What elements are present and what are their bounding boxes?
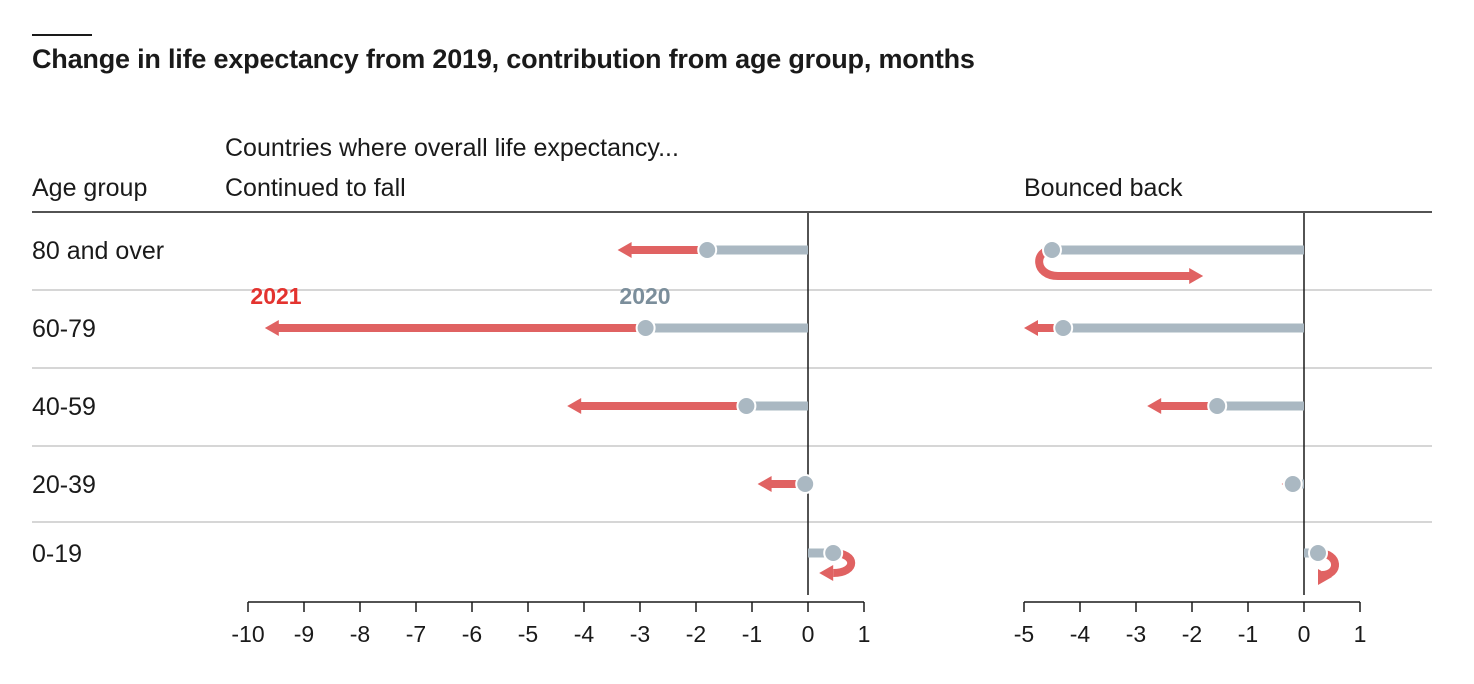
dot-2020: [1282, 474, 1303, 494]
x-tick-label: -2: [1182, 621, 1202, 647]
x-tick-label: -2: [686, 621, 706, 647]
arrowhead-2021: [567, 398, 582, 414]
x-tick-label: 0: [1298, 621, 1311, 647]
dot-2020: [1308, 543, 1328, 563]
dot-2020: [736, 396, 757, 416]
x-tick-label: 0: [802, 621, 815, 647]
x-tick-label: -1: [742, 621, 762, 647]
row-label: 60-79: [32, 315, 96, 343]
panel-right-title: Bounced back: [1024, 174, 1183, 202]
dot-2020: [795, 474, 816, 494]
x-tick-label: -3: [1126, 621, 1146, 647]
arrowhead-2021: [819, 565, 834, 581]
arrowhead-2021: [264, 320, 279, 336]
x-tick-label: -5: [1014, 621, 1034, 647]
panels-supertitle: Countries where overall life expectancy.…: [225, 134, 679, 162]
legend-label-2021: 2021: [250, 283, 301, 309]
legend-label-2020: 2020: [619, 283, 670, 309]
row-label: 80 and over: [32, 237, 164, 265]
arrowhead-2021: [1189, 268, 1204, 284]
x-tick-label: -5: [518, 621, 538, 647]
x-tick-label: -8: [350, 621, 370, 647]
arrowhead-2021: [757, 476, 772, 492]
row-label: 40-59: [32, 393, 96, 421]
dot-2020: [635, 318, 656, 338]
x-tick-label: -10: [231, 621, 264, 647]
x-tick-label: 1: [858, 621, 871, 647]
x-tick-label: -4: [574, 621, 595, 647]
x-tick-label: -3: [630, 621, 650, 647]
x-tick-label: 1: [1354, 621, 1367, 647]
dot-2020: [1042, 240, 1062, 260]
row-label: 0-19: [32, 540, 82, 568]
arrowhead-2021: [1318, 569, 1332, 585]
x-tick-label: -6: [462, 621, 482, 647]
dot-2020: [1053, 318, 1074, 338]
x-tick-label: -9: [294, 621, 314, 647]
row-label: 20-39: [32, 471, 96, 499]
x-tick-label: -7: [406, 621, 426, 647]
arrowhead-2021: [617, 242, 632, 258]
arrowhead-2021: [1147, 398, 1162, 414]
chart-title: Change in life expectancy from 2019, con…: [32, 44, 975, 74]
x-tick-label: -4: [1070, 621, 1091, 647]
arrowhead-2021: [1024, 320, 1038, 336]
x-tick-label: -1: [1238, 621, 1258, 647]
dot-2020: [1207, 396, 1228, 416]
dot-2020: [823, 543, 844, 563]
title-rule: [32, 34, 92, 36]
age-group-header: Age group: [32, 174, 147, 202]
panel-left-title: Continued to fall: [225, 174, 406, 202]
dot-2020: [697, 240, 718, 260]
